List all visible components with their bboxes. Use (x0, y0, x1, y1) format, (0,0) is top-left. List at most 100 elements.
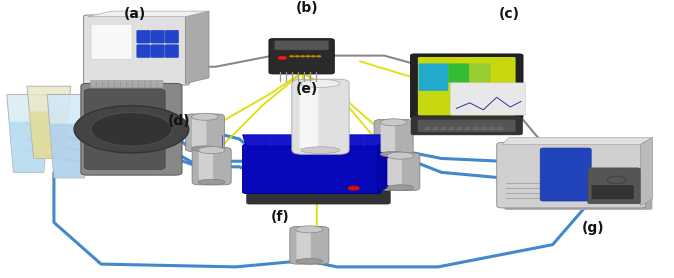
Ellipse shape (380, 152, 407, 157)
Bar (465, 127, 470, 130)
Circle shape (74, 106, 189, 153)
FancyBboxPatch shape (504, 146, 652, 210)
FancyBboxPatch shape (157, 80, 163, 88)
Text: (b): (b) (295, 1, 318, 15)
Text: (g): (g) (582, 221, 605, 235)
FancyBboxPatch shape (541, 148, 591, 201)
Ellipse shape (296, 259, 323, 264)
FancyBboxPatch shape (96, 80, 102, 88)
Text: (e): (e) (295, 82, 318, 96)
FancyBboxPatch shape (151, 30, 164, 43)
FancyBboxPatch shape (374, 120, 413, 157)
Bar (433, 127, 438, 130)
Circle shape (91, 113, 172, 146)
FancyBboxPatch shape (199, 152, 213, 181)
Bar (441, 127, 446, 130)
FancyBboxPatch shape (592, 186, 634, 199)
Bar (497, 127, 503, 130)
FancyBboxPatch shape (388, 157, 402, 186)
Ellipse shape (387, 152, 414, 159)
FancyBboxPatch shape (137, 30, 150, 43)
Circle shape (348, 186, 360, 191)
FancyBboxPatch shape (243, 145, 381, 193)
Polygon shape (88, 11, 209, 17)
FancyBboxPatch shape (185, 114, 224, 152)
Ellipse shape (301, 80, 340, 87)
FancyBboxPatch shape (410, 54, 523, 118)
FancyBboxPatch shape (81, 83, 182, 175)
Circle shape (289, 55, 295, 58)
Ellipse shape (198, 179, 225, 185)
FancyBboxPatch shape (192, 147, 231, 185)
Ellipse shape (296, 226, 323, 233)
FancyBboxPatch shape (411, 116, 522, 135)
Ellipse shape (191, 113, 218, 120)
FancyBboxPatch shape (247, 183, 390, 204)
Text: (f): (f) (270, 210, 289, 224)
FancyBboxPatch shape (109, 80, 115, 88)
Ellipse shape (301, 147, 340, 153)
Bar (449, 127, 454, 130)
Circle shape (278, 56, 287, 60)
Circle shape (295, 55, 300, 58)
Polygon shape (7, 95, 51, 172)
Ellipse shape (380, 119, 407, 126)
Polygon shape (27, 86, 71, 158)
Bar (473, 127, 479, 130)
Circle shape (311, 55, 316, 58)
FancyBboxPatch shape (497, 142, 646, 208)
Bar (489, 127, 495, 130)
FancyBboxPatch shape (297, 231, 311, 260)
FancyBboxPatch shape (418, 57, 516, 115)
FancyBboxPatch shape (151, 80, 157, 88)
Circle shape (607, 176, 626, 184)
FancyBboxPatch shape (469, 63, 491, 83)
Bar (457, 127, 462, 130)
FancyBboxPatch shape (137, 45, 150, 58)
FancyBboxPatch shape (418, 120, 516, 132)
Polygon shape (49, 124, 89, 178)
FancyBboxPatch shape (165, 45, 179, 58)
Circle shape (305, 55, 311, 58)
Ellipse shape (191, 146, 218, 152)
Polygon shape (502, 138, 652, 145)
Ellipse shape (387, 185, 414, 190)
FancyBboxPatch shape (151, 45, 164, 58)
FancyBboxPatch shape (448, 63, 470, 83)
FancyBboxPatch shape (84, 15, 189, 85)
Circle shape (316, 55, 321, 58)
Text: (a): (a) (123, 7, 146, 21)
FancyBboxPatch shape (290, 227, 329, 264)
FancyBboxPatch shape (91, 24, 132, 59)
FancyBboxPatch shape (588, 168, 640, 204)
FancyBboxPatch shape (450, 83, 526, 115)
Circle shape (300, 55, 305, 58)
FancyBboxPatch shape (274, 40, 329, 50)
Polygon shape (29, 111, 69, 158)
Polygon shape (185, 11, 209, 83)
FancyBboxPatch shape (127, 80, 133, 88)
FancyBboxPatch shape (381, 153, 420, 190)
Polygon shape (377, 135, 391, 192)
FancyBboxPatch shape (269, 39, 334, 74)
FancyBboxPatch shape (133, 80, 139, 88)
FancyBboxPatch shape (139, 80, 145, 88)
FancyBboxPatch shape (145, 80, 151, 88)
FancyBboxPatch shape (419, 63, 448, 91)
Polygon shape (9, 122, 49, 172)
Ellipse shape (198, 147, 225, 154)
FancyBboxPatch shape (165, 30, 179, 43)
FancyBboxPatch shape (381, 124, 395, 153)
FancyBboxPatch shape (299, 86, 319, 149)
FancyBboxPatch shape (90, 80, 96, 88)
Polygon shape (640, 138, 652, 206)
FancyBboxPatch shape (292, 79, 349, 154)
Bar (481, 127, 487, 130)
Bar (425, 127, 430, 130)
Text: (c): (c) (498, 7, 520, 21)
Polygon shape (243, 135, 391, 146)
FancyBboxPatch shape (192, 118, 206, 147)
FancyBboxPatch shape (121, 80, 127, 88)
Text: (d): (d) (167, 114, 190, 128)
FancyBboxPatch shape (115, 80, 121, 88)
